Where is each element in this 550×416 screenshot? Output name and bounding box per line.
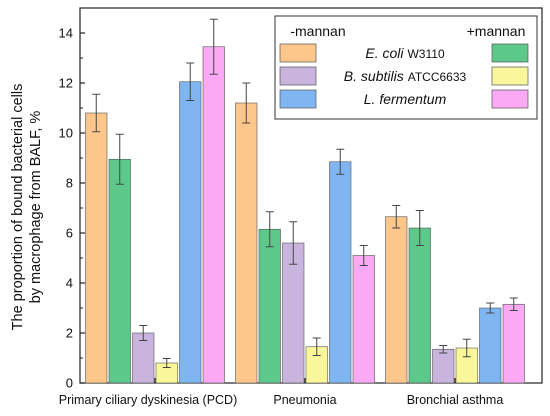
y-tick-label: 0 xyxy=(66,376,73,391)
y-tick-label: 12 xyxy=(59,76,73,91)
legend-swatch-minus xyxy=(279,89,317,109)
plot-area: 0 2 4 6 8 10 12 14 Primary ciliary dyskinesia (P… xyxy=(59,7,543,407)
bar-lfermentum-plus-mannan-2 xyxy=(502,303,525,384)
x-category-label: Pneumonia xyxy=(273,393,336,407)
bar-ecoli-minus-mannan-0 xyxy=(85,112,108,384)
legend-swatch-plus xyxy=(491,43,529,63)
legend-strain-label: E. coli W3110 xyxy=(365,45,445,61)
legend-header-minus: -mannan xyxy=(290,23,345,39)
legend-swatch-minus xyxy=(279,66,317,86)
legend: -mannan +mannan E. coli W3110 B. subtilis ATC… xyxy=(274,15,538,120)
x-category-label: Primary ciliary dyskinesia (PCD) xyxy=(59,393,238,407)
y-tick-label: 8 xyxy=(66,176,73,191)
bar-lfermentum-plus-mannan-1 xyxy=(352,255,375,384)
y-tick-label: 10 xyxy=(59,126,73,141)
bar-bsubtilis-minus-mannan-2 xyxy=(432,348,455,384)
y-axis-label-line1: The proportion of bound bacterial cells xyxy=(10,84,26,331)
bar-lfermentum-minus-mannan-1 xyxy=(329,161,352,384)
bar-ecoli-minus-mannan-1 xyxy=(235,102,258,384)
y-axis-label: The proportion of bound bacterial cells … xyxy=(10,84,44,331)
legend-swatch-plus xyxy=(491,89,529,109)
legend-header-plus: +mannan xyxy=(467,23,526,39)
x-category-label: Bronchial asthma xyxy=(407,393,504,407)
legend-strain-label: L. fermentum xyxy=(364,91,447,107)
y-tick-label: 4 xyxy=(66,276,73,291)
y-axis-label-line2: by macrophage from BALF, % xyxy=(28,111,44,304)
bar-lfermentum-plus-mannan-0 xyxy=(202,46,225,384)
y-tick-label: 14 xyxy=(59,26,73,41)
y-tick-label: 2 xyxy=(66,326,73,341)
legend-strain-label: B. subtilis ATCC6633 xyxy=(344,68,467,84)
bar-ecoli-minus-mannan-2 xyxy=(385,216,408,384)
bar-ecoli-plus-mannan-2 xyxy=(408,227,431,384)
bar-lfermentum-minus-mannan-0 xyxy=(179,81,202,384)
legend-swatch-minus xyxy=(279,43,317,63)
bar-lfermentum-minus-mannan-2 xyxy=(479,307,502,384)
legend-swatch-plus xyxy=(491,66,529,86)
bar-ecoli-plus-mannan-0 xyxy=(108,158,131,384)
y-tick-label: 6 xyxy=(66,226,73,241)
bar-ecoli-plus-mannan-1 xyxy=(258,228,281,384)
